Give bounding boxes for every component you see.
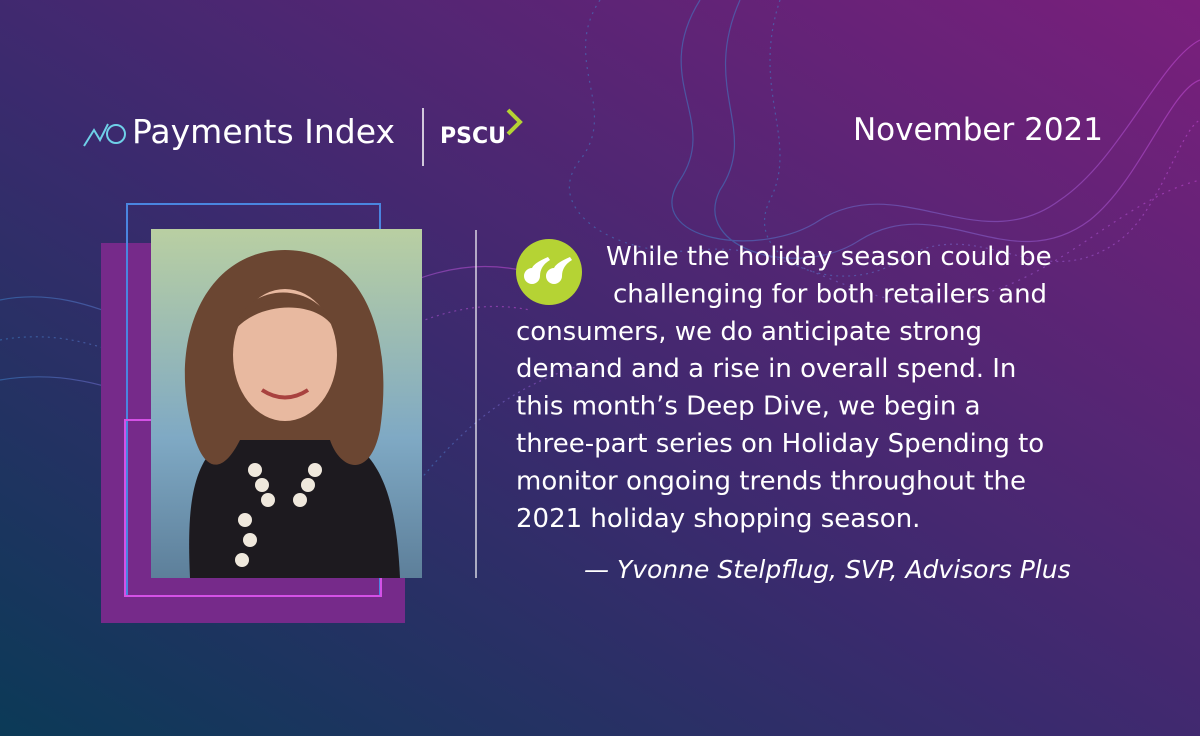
- brand-icon: [83, 123, 126, 147]
- quote-line: this month’s Deep Dive, we begin a: [516, 392, 981, 422]
- date: November 2021: [853, 112, 1103, 148]
- quote-line: monitor ongoing trends throughout the: [516, 466, 1026, 496]
- logo: PSCU: [440, 124, 506, 149]
- quote-text: While the holiday season could be challen…: [516, 242, 1052, 534]
- portrait: [151, 229, 422, 578]
- brand-title: Payments Index: [132, 112, 395, 151]
- attribution: — Yvonne Stelpflug, SVP, Advisors Plus: [584, 555, 1071, 584]
- quote-line: consumers, we do anticipate strong: [516, 317, 982, 347]
- logo-chevron: [506, 108, 523, 136]
- quote-icon: [516, 239, 582, 305]
- quote-line: three-part series on Holiday Spending to: [516, 429, 1044, 459]
- quote-line: While the holiday season could be: [606, 242, 1052, 272]
- quote-line: challenging for both retailers and: [613, 279, 1047, 309]
- quote-line: demand and a rise in overall spend. In: [516, 354, 1016, 384]
- quote-line: 2021 holiday shopping season.: [516, 504, 920, 534]
